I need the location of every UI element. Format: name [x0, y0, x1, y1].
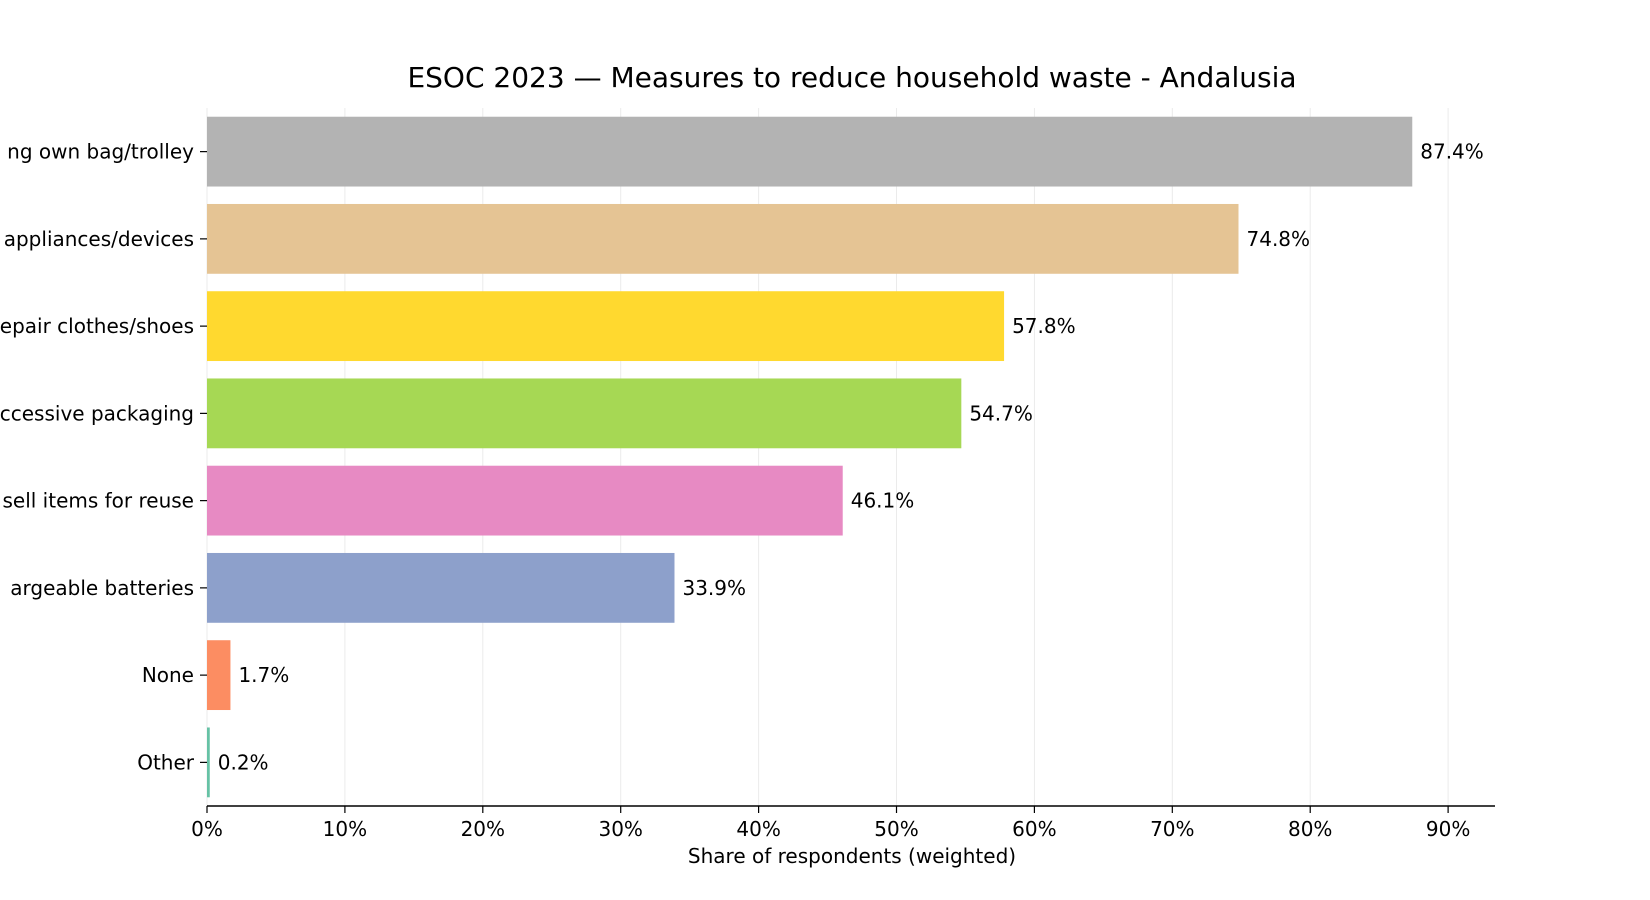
- x-tick-label: 90%: [1426, 817, 1470, 841]
- x-tick-label: 80%: [1288, 817, 1332, 841]
- data-label: 1.7%: [238, 663, 289, 687]
- data-label: 0.2%: [218, 750, 269, 774]
- y-tick-label: sell items for reuse: [2, 489, 194, 513]
- data-label: 87.4%: [1420, 140, 1484, 164]
- bar: [207, 378, 962, 449]
- y-tick-label: ccessive packaging: [0, 401, 194, 425]
- x-tick-label: 20%: [461, 817, 505, 841]
- x-tick-label: 10%: [323, 817, 367, 841]
- bar: [207, 291, 1005, 362]
- bar: [207, 727, 210, 798]
- y-tick-label: appliances/devices: [4, 227, 194, 251]
- y-tick-label: epair clothes/shoes: [0, 314, 194, 338]
- value-labels: 87.4% 74.8% 57.8% 54.7% 46.1% 33.9% 1.7% 0.2%: [218, 140, 1484, 775]
- x-axis-label: Share of respondents (weighted): [688, 844, 1016, 868]
- data-label: 74.8%: [1247, 227, 1311, 251]
- bar: [207, 116, 1413, 187]
- bar: [207, 640, 231, 711]
- bars: [207, 116, 1413, 798]
- x-tick-label: 40%: [736, 817, 780, 841]
- data-label: 33.9%: [682, 576, 746, 600]
- x-tick-label: 70%: [1150, 817, 1194, 841]
- x-tick-label: 0%: [191, 817, 223, 841]
- bar: [207, 203, 1239, 274]
- y-tick-label: Other: [137, 750, 195, 774]
- data-label: 57.8%: [1012, 314, 1076, 338]
- bar: [207, 552, 675, 623]
- data-label: 46.1%: [851, 489, 915, 513]
- chart-title: ESOC 2023 — Measures to reduce household…: [407, 61, 1296, 94]
- x-tick-label: 30%: [598, 817, 642, 841]
- y-axis: ng own bag/trolley appliances/devices epai…: [0, 140, 207, 774]
- bar: [207, 465, 843, 536]
- y-tick-label: argeable batteries: [10, 576, 194, 600]
- y-tick-label: None: [142, 663, 194, 687]
- x-tick-label: 50%: [874, 817, 918, 841]
- y-tick-label: ng own bag/trolley: [7, 140, 194, 164]
- x-tick-label: 60%: [1012, 817, 1056, 841]
- x-axis: 0% 10% 20% 30% 40% 50% 60% 70% 80% 90%: [191, 805, 1495, 841]
- data-label: 54.7%: [969, 401, 1033, 425]
